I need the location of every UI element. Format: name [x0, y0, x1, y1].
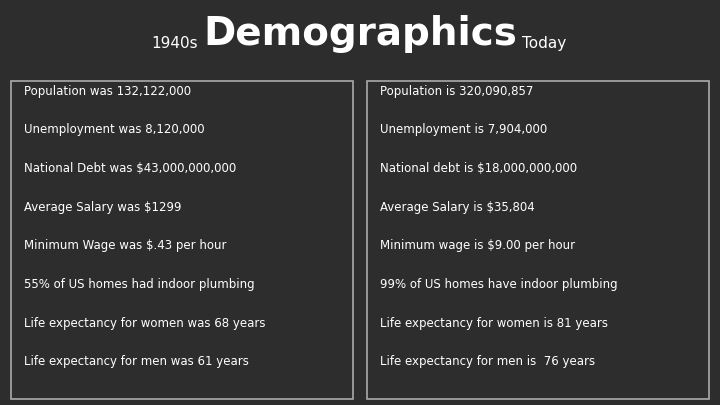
Text: Life expectancy for men was 61 years: Life expectancy for men was 61 years: [24, 355, 248, 368]
Text: Demographics: Demographics: [203, 15, 517, 53]
Text: National debt is $18,000,000,000: National debt is $18,000,000,000: [380, 162, 577, 175]
Text: Unemployment is 7,904,000: Unemployment is 7,904,000: [380, 123, 547, 136]
Text: Average Salary is $35,804: Average Salary is $35,804: [380, 200, 535, 213]
FancyBboxPatch shape: [11, 81, 353, 399]
FancyBboxPatch shape: [367, 81, 709, 399]
Text: 99% of US homes have indoor plumbing: 99% of US homes have indoor plumbing: [380, 278, 618, 291]
Text: Minimum wage is $9.00 per hour: Minimum wage is $9.00 per hour: [380, 239, 575, 252]
Text: 1940s: 1940s: [151, 36, 198, 51]
Text: National Debt was $43,000,000,000: National Debt was $43,000,000,000: [24, 162, 236, 175]
Text: Unemployment was 8,120,000: Unemployment was 8,120,000: [24, 123, 204, 136]
Text: 55% of US homes had indoor plumbing: 55% of US homes had indoor plumbing: [24, 278, 254, 291]
Text: Today: Today: [522, 36, 566, 51]
Text: Population is 320,090,857: Population is 320,090,857: [380, 85, 534, 98]
Text: Population was 132,122,000: Population was 132,122,000: [24, 85, 191, 98]
Text: Life expectancy for men is  76 years: Life expectancy for men is 76 years: [380, 355, 595, 368]
Text: Life expectancy for women is 81 years: Life expectancy for women is 81 years: [380, 317, 608, 330]
Text: Average Salary was $1299: Average Salary was $1299: [24, 200, 181, 213]
Text: Minimum Wage was $.43 per hour: Minimum Wage was $.43 per hour: [24, 239, 226, 252]
Text: Life expectancy for women was 68 years: Life expectancy for women was 68 years: [24, 317, 265, 330]
